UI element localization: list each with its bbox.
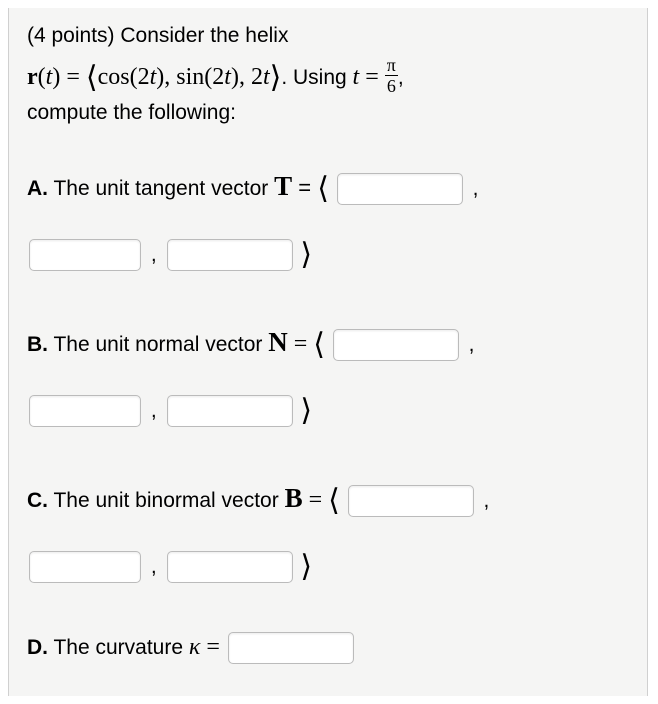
vec-T: T bbox=[274, 171, 292, 201]
helix-paren-open: ( bbox=[38, 64, 46, 90]
part-a-comma2: , bbox=[149, 243, 159, 266]
after-frac-comma: , bbox=[398, 66, 404, 89]
helix-angle-open: ⟨ bbox=[86, 61, 98, 94]
part-d: D. The curvature κ = bbox=[27, 621, 629, 674]
t-eq: = bbox=[359, 64, 385, 90]
points-text: (4 points) Consider the helix bbox=[27, 24, 288, 47]
sin-t: t bbox=[224, 64, 231, 90]
compute-text: compute the following: bbox=[27, 101, 236, 124]
input-a-1[interactable] bbox=[337, 173, 463, 205]
part-b-comma1: , bbox=[467, 333, 477, 356]
part-c-text: The unit binormal vector bbox=[48, 489, 285, 512]
part-b-angle-open: ⟨ bbox=[313, 328, 325, 361]
helix-angle-close: ⟩ bbox=[270, 61, 282, 94]
part-a-angle-open: ⟨ bbox=[317, 172, 329, 205]
vec-B: B bbox=[285, 483, 303, 513]
input-b-2[interactable] bbox=[29, 395, 141, 427]
part-c-comma2: , bbox=[149, 555, 159, 578]
comma2: , bbox=[239, 64, 251, 90]
part-b-text: The unit normal vector bbox=[48, 333, 268, 356]
input-c-1[interactable] bbox=[348, 485, 474, 517]
part-c-comma1: , bbox=[482, 489, 492, 512]
helix-r: r bbox=[27, 64, 38, 90]
cos-open: (2 bbox=[130, 64, 150, 90]
part-a-eq: = bbox=[292, 175, 317, 200]
part-d-eq: = bbox=[200, 634, 226, 660]
input-a-3[interactable] bbox=[167, 239, 293, 271]
cos-fn: cos bbox=[98, 64, 130, 90]
part-d-label: D. bbox=[27, 636, 48, 659]
part-b-comma2: , bbox=[149, 399, 159, 422]
using-text: . Using bbox=[281, 66, 352, 89]
sin-open: (2 bbox=[204, 64, 224, 90]
input-c-2[interactable] bbox=[29, 551, 141, 583]
part-a-label: A. bbox=[27, 177, 48, 200]
input-b-3[interactable] bbox=[167, 395, 293, 427]
frac-num: π bbox=[385, 56, 398, 76]
question-intro: (4 points) Consider the helix r(t) = ⟨co… bbox=[27, 20, 629, 129]
comma1: , bbox=[164, 64, 176, 90]
part-c-eq: = bbox=[303, 487, 329, 513]
part-b-label: B. bbox=[27, 333, 48, 356]
vec-N: N bbox=[268, 327, 288, 357]
part-a: A. The unit tangent vector T = ⟨ , , ⟩ bbox=[27, 153, 629, 285]
part-c-label: C. bbox=[27, 489, 48, 512]
part-d-text: The curvature bbox=[48, 636, 189, 659]
part-c-angle-close: ⟩ bbox=[300, 550, 312, 583]
input-d-1[interactable] bbox=[228, 632, 354, 664]
sin-close: ) bbox=[231, 64, 239, 90]
input-c-3[interactable] bbox=[167, 551, 293, 583]
two: 2 bbox=[251, 64, 263, 90]
helix-eq: = bbox=[60, 64, 86, 90]
part-a-angle-close: ⟩ bbox=[300, 238, 312, 271]
frac-den: 6 bbox=[385, 76, 398, 95]
part-b-eq: = bbox=[288, 331, 314, 357]
sin-fn: sin bbox=[176, 64, 204, 90]
input-b-1[interactable] bbox=[333, 329, 459, 361]
part-a-comma1: , bbox=[471, 177, 481, 200]
input-a-2[interactable] bbox=[29, 239, 141, 271]
part-b: B. The unit normal vector N = ⟨ , , ⟩ bbox=[27, 309, 629, 441]
part-c: C. The unit binormal vector B = ⟨ , , ⟩ bbox=[27, 465, 629, 597]
part-a-text: The unit tangent vector bbox=[48, 177, 274, 200]
part-b-angle-close: ⟩ bbox=[300, 394, 312, 427]
kappa: κ bbox=[189, 634, 201, 660]
question-container: (4 points) Consider the helix r(t) = ⟨co… bbox=[8, 8, 648, 696]
part-c-angle-open: ⟨ bbox=[328, 484, 340, 517]
fraction-pi-6: π6 bbox=[385, 56, 398, 95]
two-t: t bbox=[263, 64, 270, 90]
